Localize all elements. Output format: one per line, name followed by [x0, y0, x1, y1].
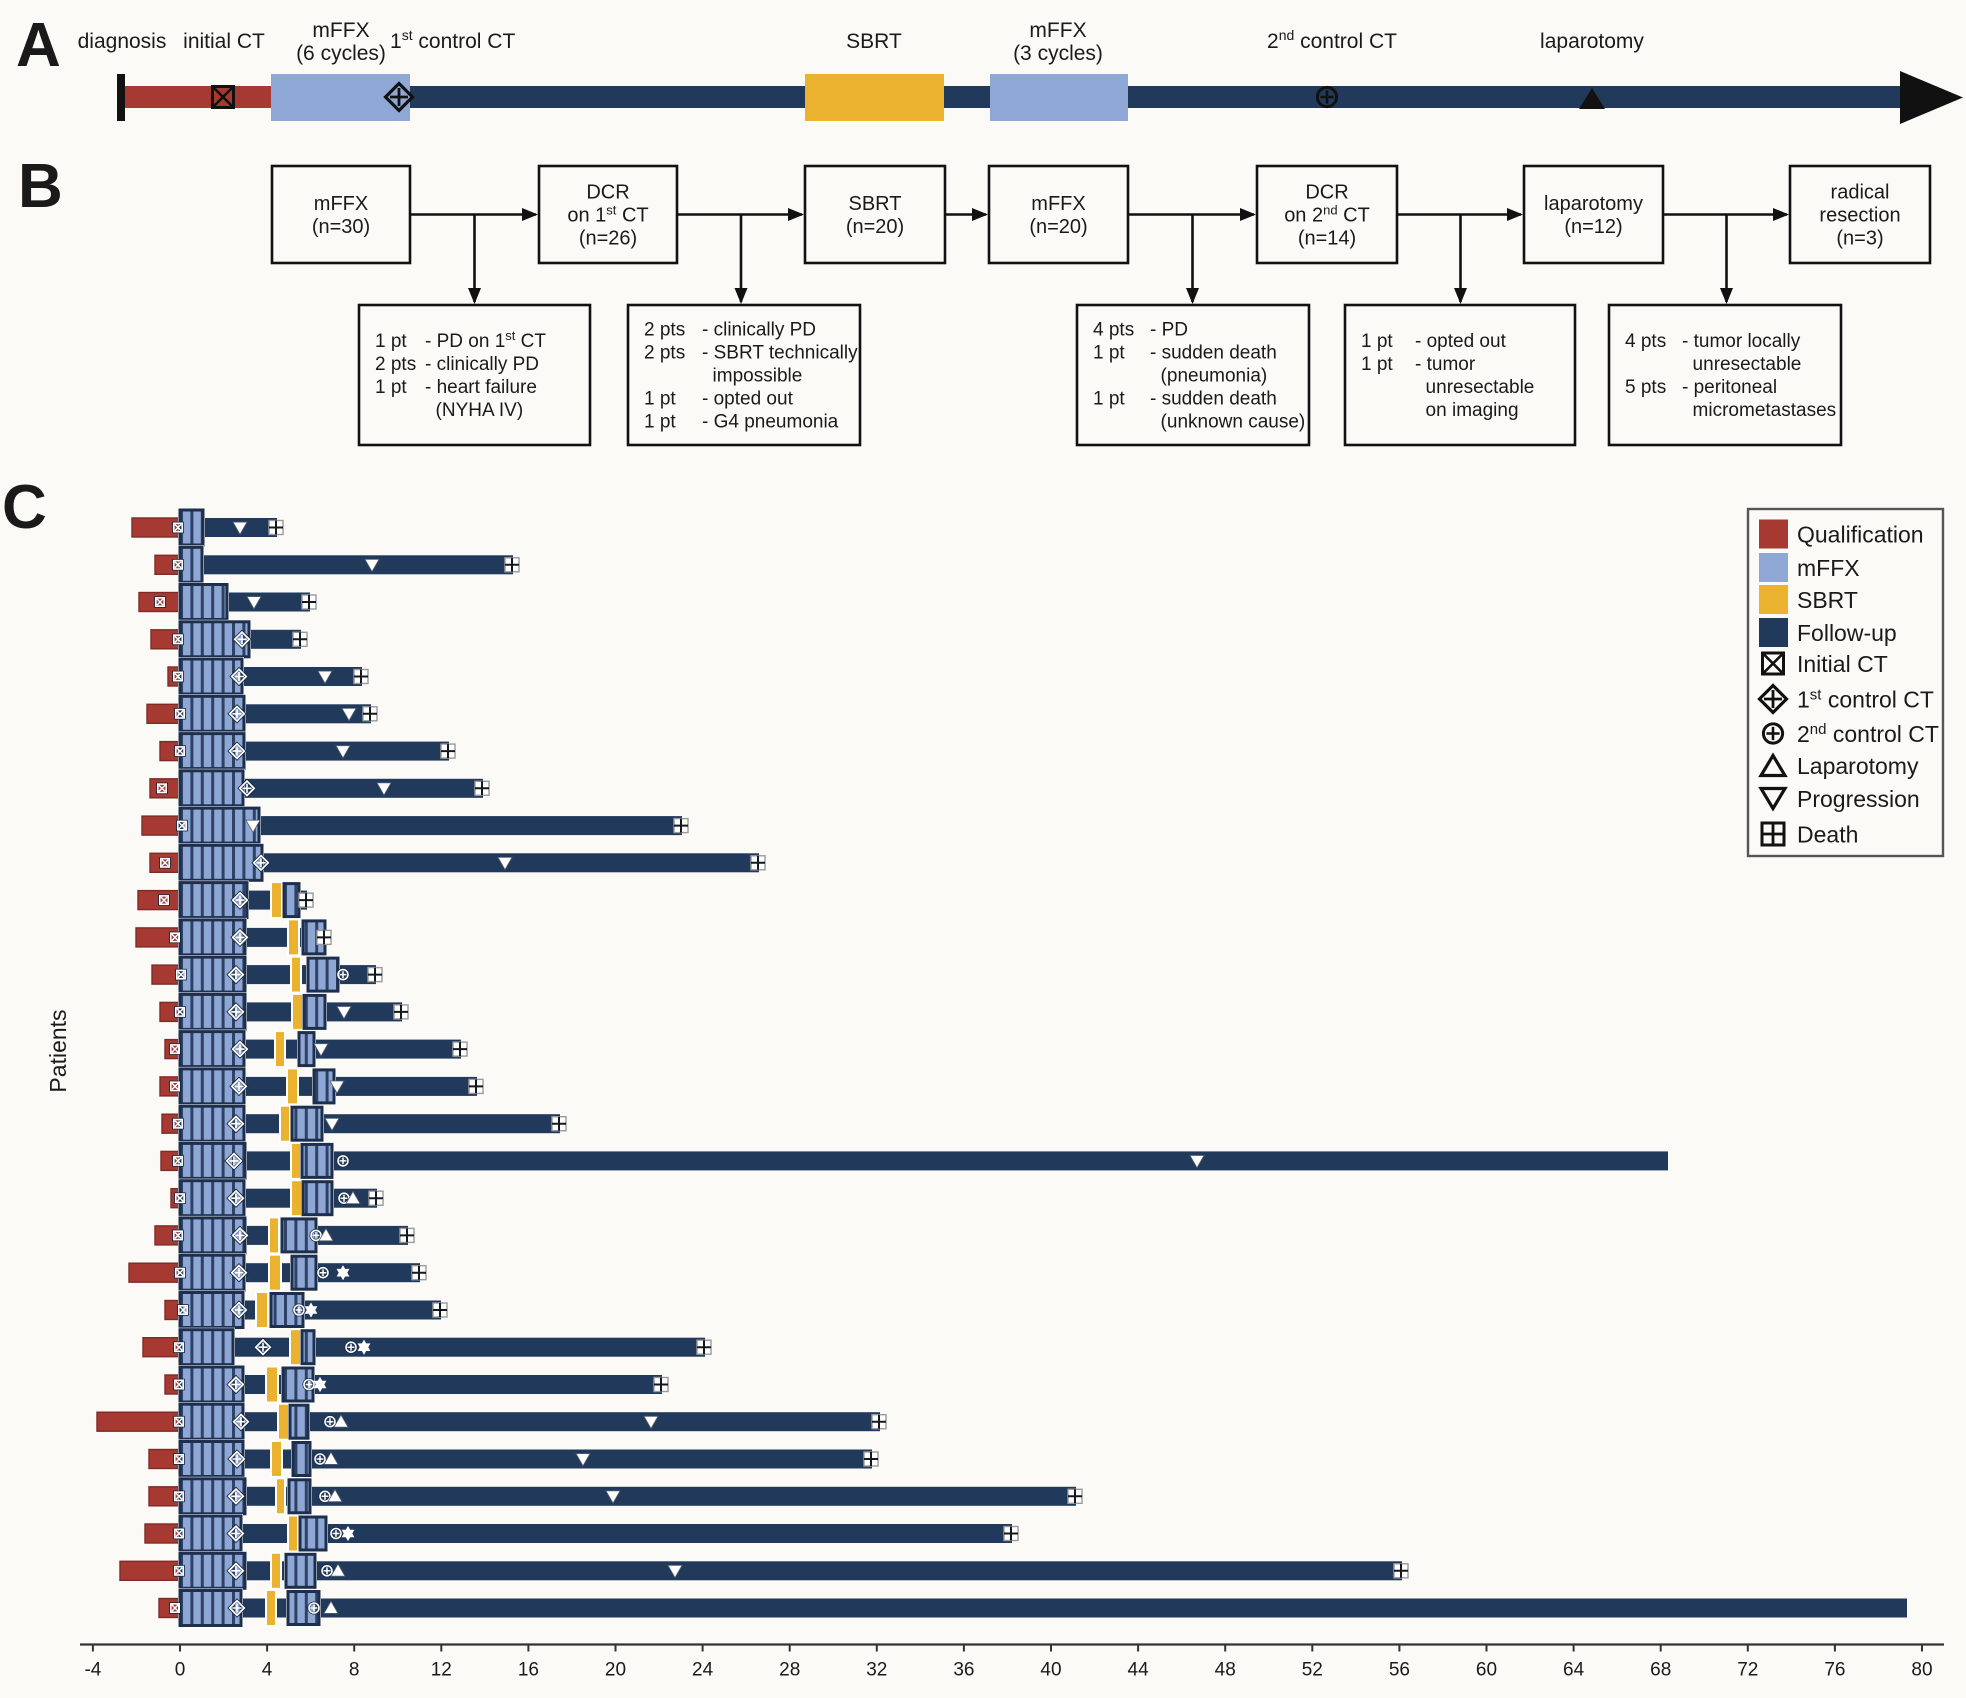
svg-text:- SBRT technically: - SBRT technically: [702, 343, 858, 364]
svg-text:(NYHA IV): (NYHA IV): [425, 400, 523, 421]
svg-text:(n=14): (n=14): [1298, 228, 1356, 250]
svg-text:- G4 pneumonia: - G4 pneumonia: [702, 412, 839, 433]
svg-text:B: B: [18, 152, 63, 221]
svg-text:68: 68: [1650, 1660, 1671, 1681]
svg-text:20: 20: [605, 1660, 626, 1681]
svg-text:1 pt: 1 pt: [375, 331, 407, 352]
svg-text:unresectable: unresectable: [1415, 377, 1534, 398]
svg-text:impossible: impossible: [702, 366, 802, 387]
svg-text:unresectable: unresectable: [1682, 354, 1801, 375]
svg-text:radical: radical: [1831, 182, 1890, 204]
svg-text:(n=3): (n=3): [1836, 228, 1883, 250]
svg-text:SBRT: SBRT: [1797, 587, 1858, 613]
svg-text:Death: Death: [1797, 822, 1858, 848]
svg-text:DCR: DCR: [1305, 182, 1348, 204]
svg-text:initial CT: initial CT: [183, 30, 265, 53]
svg-text:(n=20): (n=20): [1029, 216, 1087, 238]
svg-text:laparotomy: laparotomy: [1544, 193, 1643, 215]
svg-text:mFFX: mFFX: [1029, 19, 1086, 42]
svg-text:mFFX: mFFX: [1031, 193, 1085, 215]
svg-text:5 pts: 5 pts: [1625, 377, 1666, 398]
svg-text:A: A: [16, 11, 61, 80]
svg-text:(n=26): (n=26): [579, 228, 637, 250]
svg-text:on imaging: on imaging: [1415, 400, 1519, 421]
svg-text:- opted out: - opted out: [702, 389, 794, 410]
svg-text:SBRT: SBRT: [849, 193, 902, 215]
svg-text:60: 60: [1476, 1660, 1497, 1681]
svg-text:2nd control CT: 2nd control CT: [1267, 27, 1397, 53]
svg-text:1st control CT: 1st control CT: [1797, 687, 1934, 713]
svg-text:mFFX: mFFX: [312, 19, 369, 42]
svg-text:laparotomy: laparotomy: [1540, 30, 1644, 53]
svg-text:micrometastases: micrometastases: [1682, 400, 1836, 421]
svg-text:0: 0: [175, 1660, 186, 1681]
svg-text:- sudden death: - sudden death: [1150, 343, 1277, 364]
svg-text:(n=20): (n=20): [846, 216, 904, 238]
svg-text:44: 44: [1128, 1660, 1150, 1681]
svg-text:(3 cycles): (3 cycles): [1013, 42, 1103, 65]
svg-text:76: 76: [1824, 1660, 1845, 1681]
svg-text:72: 72: [1737, 1660, 1758, 1681]
svg-text:DCR: DCR: [586, 182, 629, 204]
svg-text:(6 cycles): (6 cycles): [296, 42, 386, 65]
svg-text:mFFX: mFFX: [314, 193, 368, 215]
svg-text:48: 48: [1215, 1660, 1236, 1681]
svg-text:- PD on 1st CT: - PD on 1st CT: [425, 328, 546, 352]
svg-text:- sudden death: - sudden death: [1150, 389, 1277, 410]
svg-text:16: 16: [518, 1660, 539, 1681]
svg-text:-4: -4: [84, 1660, 101, 1681]
svg-text:1 pt: 1 pt: [1093, 343, 1125, 364]
svg-text:(n=30): (n=30): [312, 216, 370, 238]
svg-text:- PD: - PD: [1150, 320, 1188, 341]
svg-text:Patients: Patients: [45, 1009, 71, 1092]
svg-text:24: 24: [692, 1660, 714, 1681]
svg-text:Qualification: Qualification: [1797, 522, 1924, 548]
svg-text:diagnosis: diagnosis: [78, 30, 167, 53]
svg-text:80: 80: [1911, 1660, 1932, 1681]
svg-text:Progression: Progression: [1797, 786, 1920, 812]
svg-text:- opted out: - opted out: [1415, 331, 1507, 352]
svg-text:8: 8: [349, 1660, 360, 1681]
svg-text:4 pts: 4 pts: [1625, 331, 1666, 352]
svg-text:64: 64: [1563, 1660, 1585, 1681]
svg-text:56: 56: [1389, 1660, 1410, 1681]
svg-text:SBRT: SBRT: [846, 30, 902, 53]
svg-text:mFFX: mFFX: [1797, 555, 1860, 581]
svg-text:C: C: [2, 473, 47, 542]
svg-text:32: 32: [866, 1660, 887, 1681]
svg-text:Laparotomy: Laparotomy: [1797, 753, 1919, 779]
svg-text:1 pt: 1 pt: [375, 377, 407, 398]
svg-text:12: 12: [431, 1660, 452, 1681]
svg-text:Follow-up: Follow-up: [1797, 620, 1897, 646]
svg-text:28: 28: [779, 1660, 800, 1681]
svg-text:1 pt: 1 pt: [644, 412, 676, 433]
svg-text:(unknown cause): (unknown cause): [1150, 412, 1305, 433]
svg-text:- heart failure: - heart failure: [425, 377, 537, 398]
svg-text:4: 4: [262, 1660, 273, 1681]
svg-text:1 pt: 1 pt: [644, 389, 676, 410]
svg-text:- clinically PD: - clinically PD: [425, 354, 539, 375]
svg-text:2 pts: 2 pts: [644, 343, 685, 364]
svg-text:4 pts: 4 pts: [1093, 320, 1134, 341]
svg-text:1 pt: 1 pt: [1361, 354, 1393, 375]
svg-text:- tumor: - tumor: [1415, 354, 1476, 375]
svg-text:1 pt: 1 pt: [1093, 389, 1125, 410]
svg-text:(n=12): (n=12): [1564, 216, 1622, 238]
svg-text:40: 40: [1040, 1660, 1061, 1681]
svg-text:- peritoneal: - peritoneal: [1682, 377, 1777, 398]
svg-text:(pneumonia): (pneumonia): [1150, 366, 1267, 387]
svg-text:- clinically PD: - clinically PD: [702, 320, 816, 341]
svg-text:36: 36: [953, 1660, 974, 1681]
svg-text:2nd control CT: 2nd control CT: [1797, 721, 1939, 747]
svg-text:2 pts: 2 pts: [644, 320, 685, 341]
svg-text:- tumor locally: - tumor locally: [1682, 331, 1801, 352]
svg-text:Initial CT: Initial CT: [1797, 651, 1888, 677]
svg-text:resection: resection: [1819, 205, 1900, 227]
svg-text:52: 52: [1302, 1660, 1323, 1681]
svg-text:1 pt: 1 pt: [1361, 331, 1393, 352]
svg-text:2 pts: 2 pts: [375, 354, 416, 375]
